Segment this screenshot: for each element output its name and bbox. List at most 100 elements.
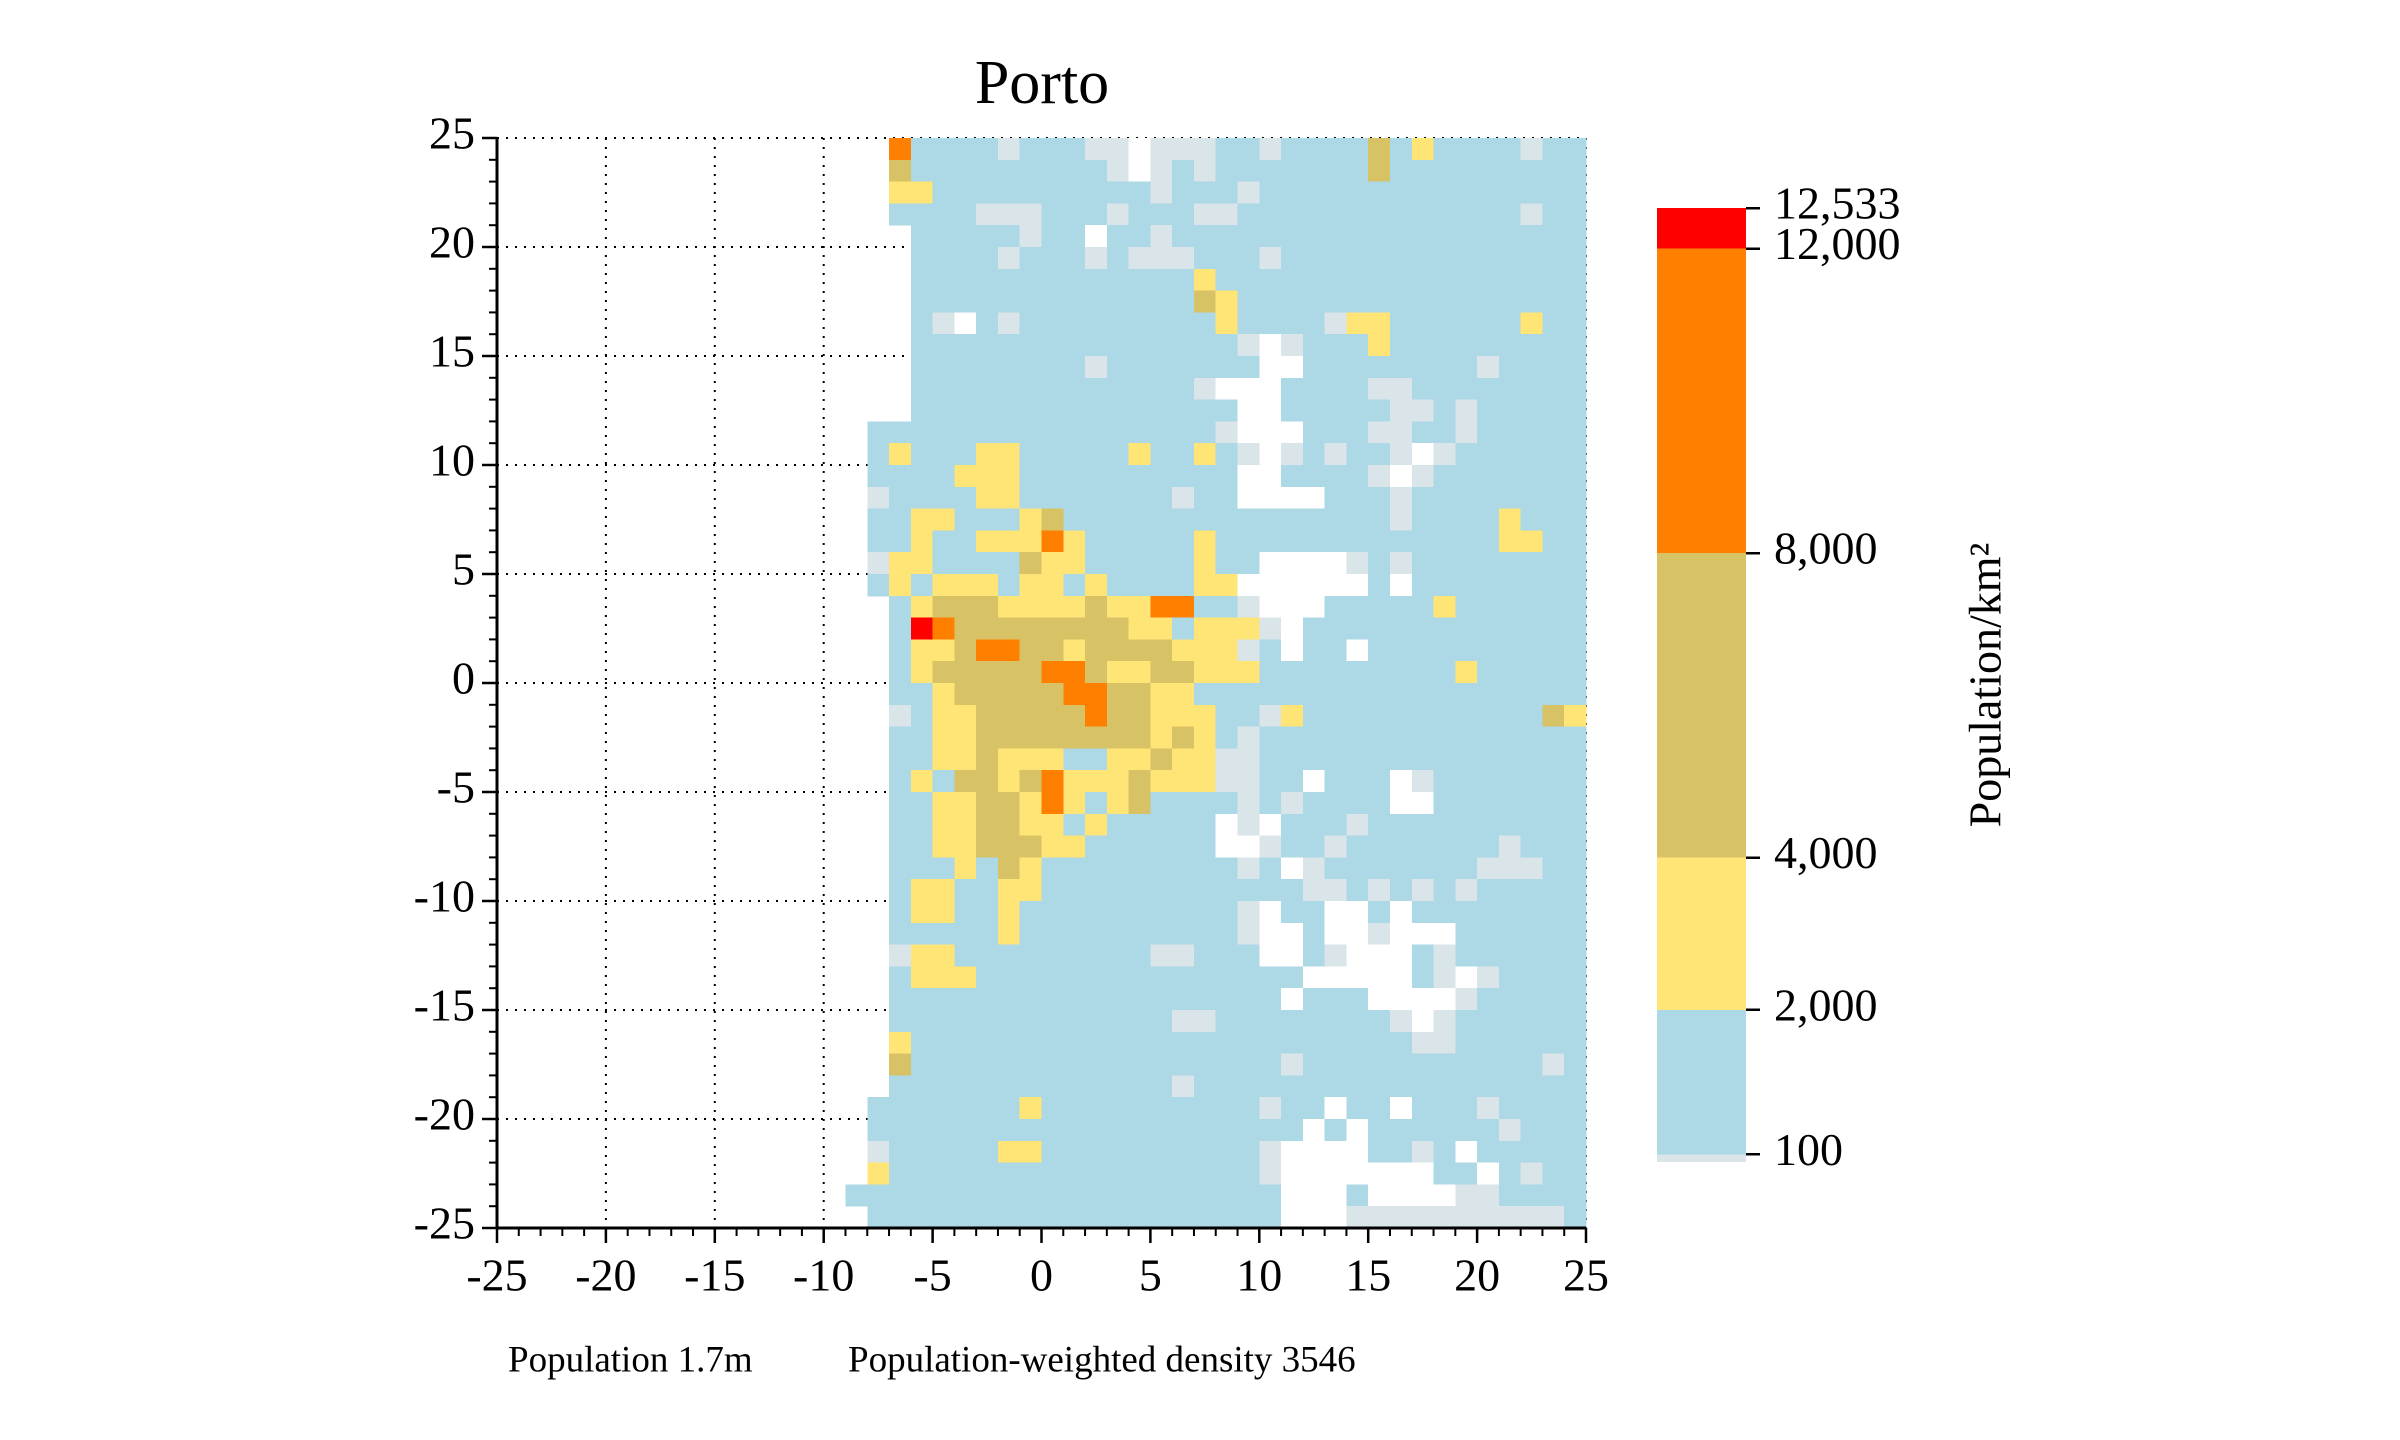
cell [1019,988,1042,1011]
cell [1498,377,1522,401]
cell [1477,1075,1500,1098]
cell [1150,508,1173,531]
cell [1477,901,1500,924]
cell [1259,922,1282,946]
cell [997,203,1021,226]
cell [1106,813,1130,837]
cell [1368,290,1391,313]
cell [889,1075,912,1098]
cell [1324,792,1347,815]
cell [1411,159,1435,183]
cell [1542,1184,1565,1207]
cell [1389,988,1413,1011]
cell [1389,465,1413,488]
cell [1498,421,1522,444]
cell [1520,334,1543,357]
cell [889,1162,912,1185]
cell [1455,661,1478,684]
cell [1259,486,1282,510]
cell [1172,770,1195,793]
cell [1564,574,1587,597]
cell [1172,334,1195,357]
cell [932,1010,955,1033]
cell [954,1162,977,1185]
y-tick-label: -20 [414,1089,475,1140]
cell [1302,1053,1326,1076]
cell [1172,159,1195,183]
cell [1455,813,1478,837]
cell [1193,138,1217,161]
cell [1259,247,1282,270]
cell [1302,159,1326,183]
cell [1041,1010,1064,1033]
cell [1477,552,1500,575]
cell [1063,399,1086,422]
cell [997,377,1021,401]
cell [1106,1031,1130,1055]
cell [1259,901,1282,924]
cell [889,857,912,880]
cell [932,486,955,510]
cell [1564,748,1587,771]
cell [932,225,955,248]
cell [1106,748,1130,771]
cell [1085,639,1108,662]
cell [1542,1031,1565,1055]
cell [1172,508,1195,531]
cell [1041,922,1064,946]
cell [1520,443,1543,466]
cell [997,1075,1021,1098]
cell [1542,966,1565,989]
cell [1041,574,1064,597]
cell [997,181,1021,204]
cell [1193,1053,1217,1076]
colorbar-band [1657,1154,1746,1162]
cell [1302,465,1326,488]
cell [1477,748,1500,771]
cell [1389,1075,1413,1098]
cell [1324,1075,1347,1098]
cell [1302,1184,1326,1207]
cell [1498,508,1522,531]
cell [1215,1031,1239,1055]
cell [1302,1010,1326,1033]
cell [889,181,912,204]
cell [1411,683,1435,706]
cell [1237,922,1260,946]
cell [1281,617,1304,640]
cell [910,443,934,466]
cell [1085,138,1108,161]
cell [1542,1162,1565,1185]
cell [1346,508,1369,531]
cell [1063,835,1086,858]
cell [1193,247,1217,270]
cell [1259,1140,1282,1164]
cell [1368,1162,1391,1185]
y-tick-label: -5 [437,762,475,813]
cell [1063,225,1086,248]
cell [1237,617,1260,640]
cell [1324,334,1347,357]
cell [1389,1031,1413,1055]
cell [1542,595,1565,619]
cell [1281,268,1304,292]
cell [954,748,977,771]
cell [997,639,1021,662]
cell [1302,966,1326,989]
cell [1063,726,1086,749]
cell [1368,944,1391,967]
cell [1106,726,1130,749]
cell [1433,1010,1456,1033]
cell [1019,661,1042,684]
cell [1063,792,1086,815]
cell [1193,595,1217,619]
cell [1498,181,1522,204]
cell [1281,443,1304,466]
cell [1237,1162,1260,1185]
cell [1520,421,1543,444]
cell [1368,922,1391,946]
cell [867,421,890,444]
cell [1106,1053,1130,1076]
cell [1368,181,1391,204]
